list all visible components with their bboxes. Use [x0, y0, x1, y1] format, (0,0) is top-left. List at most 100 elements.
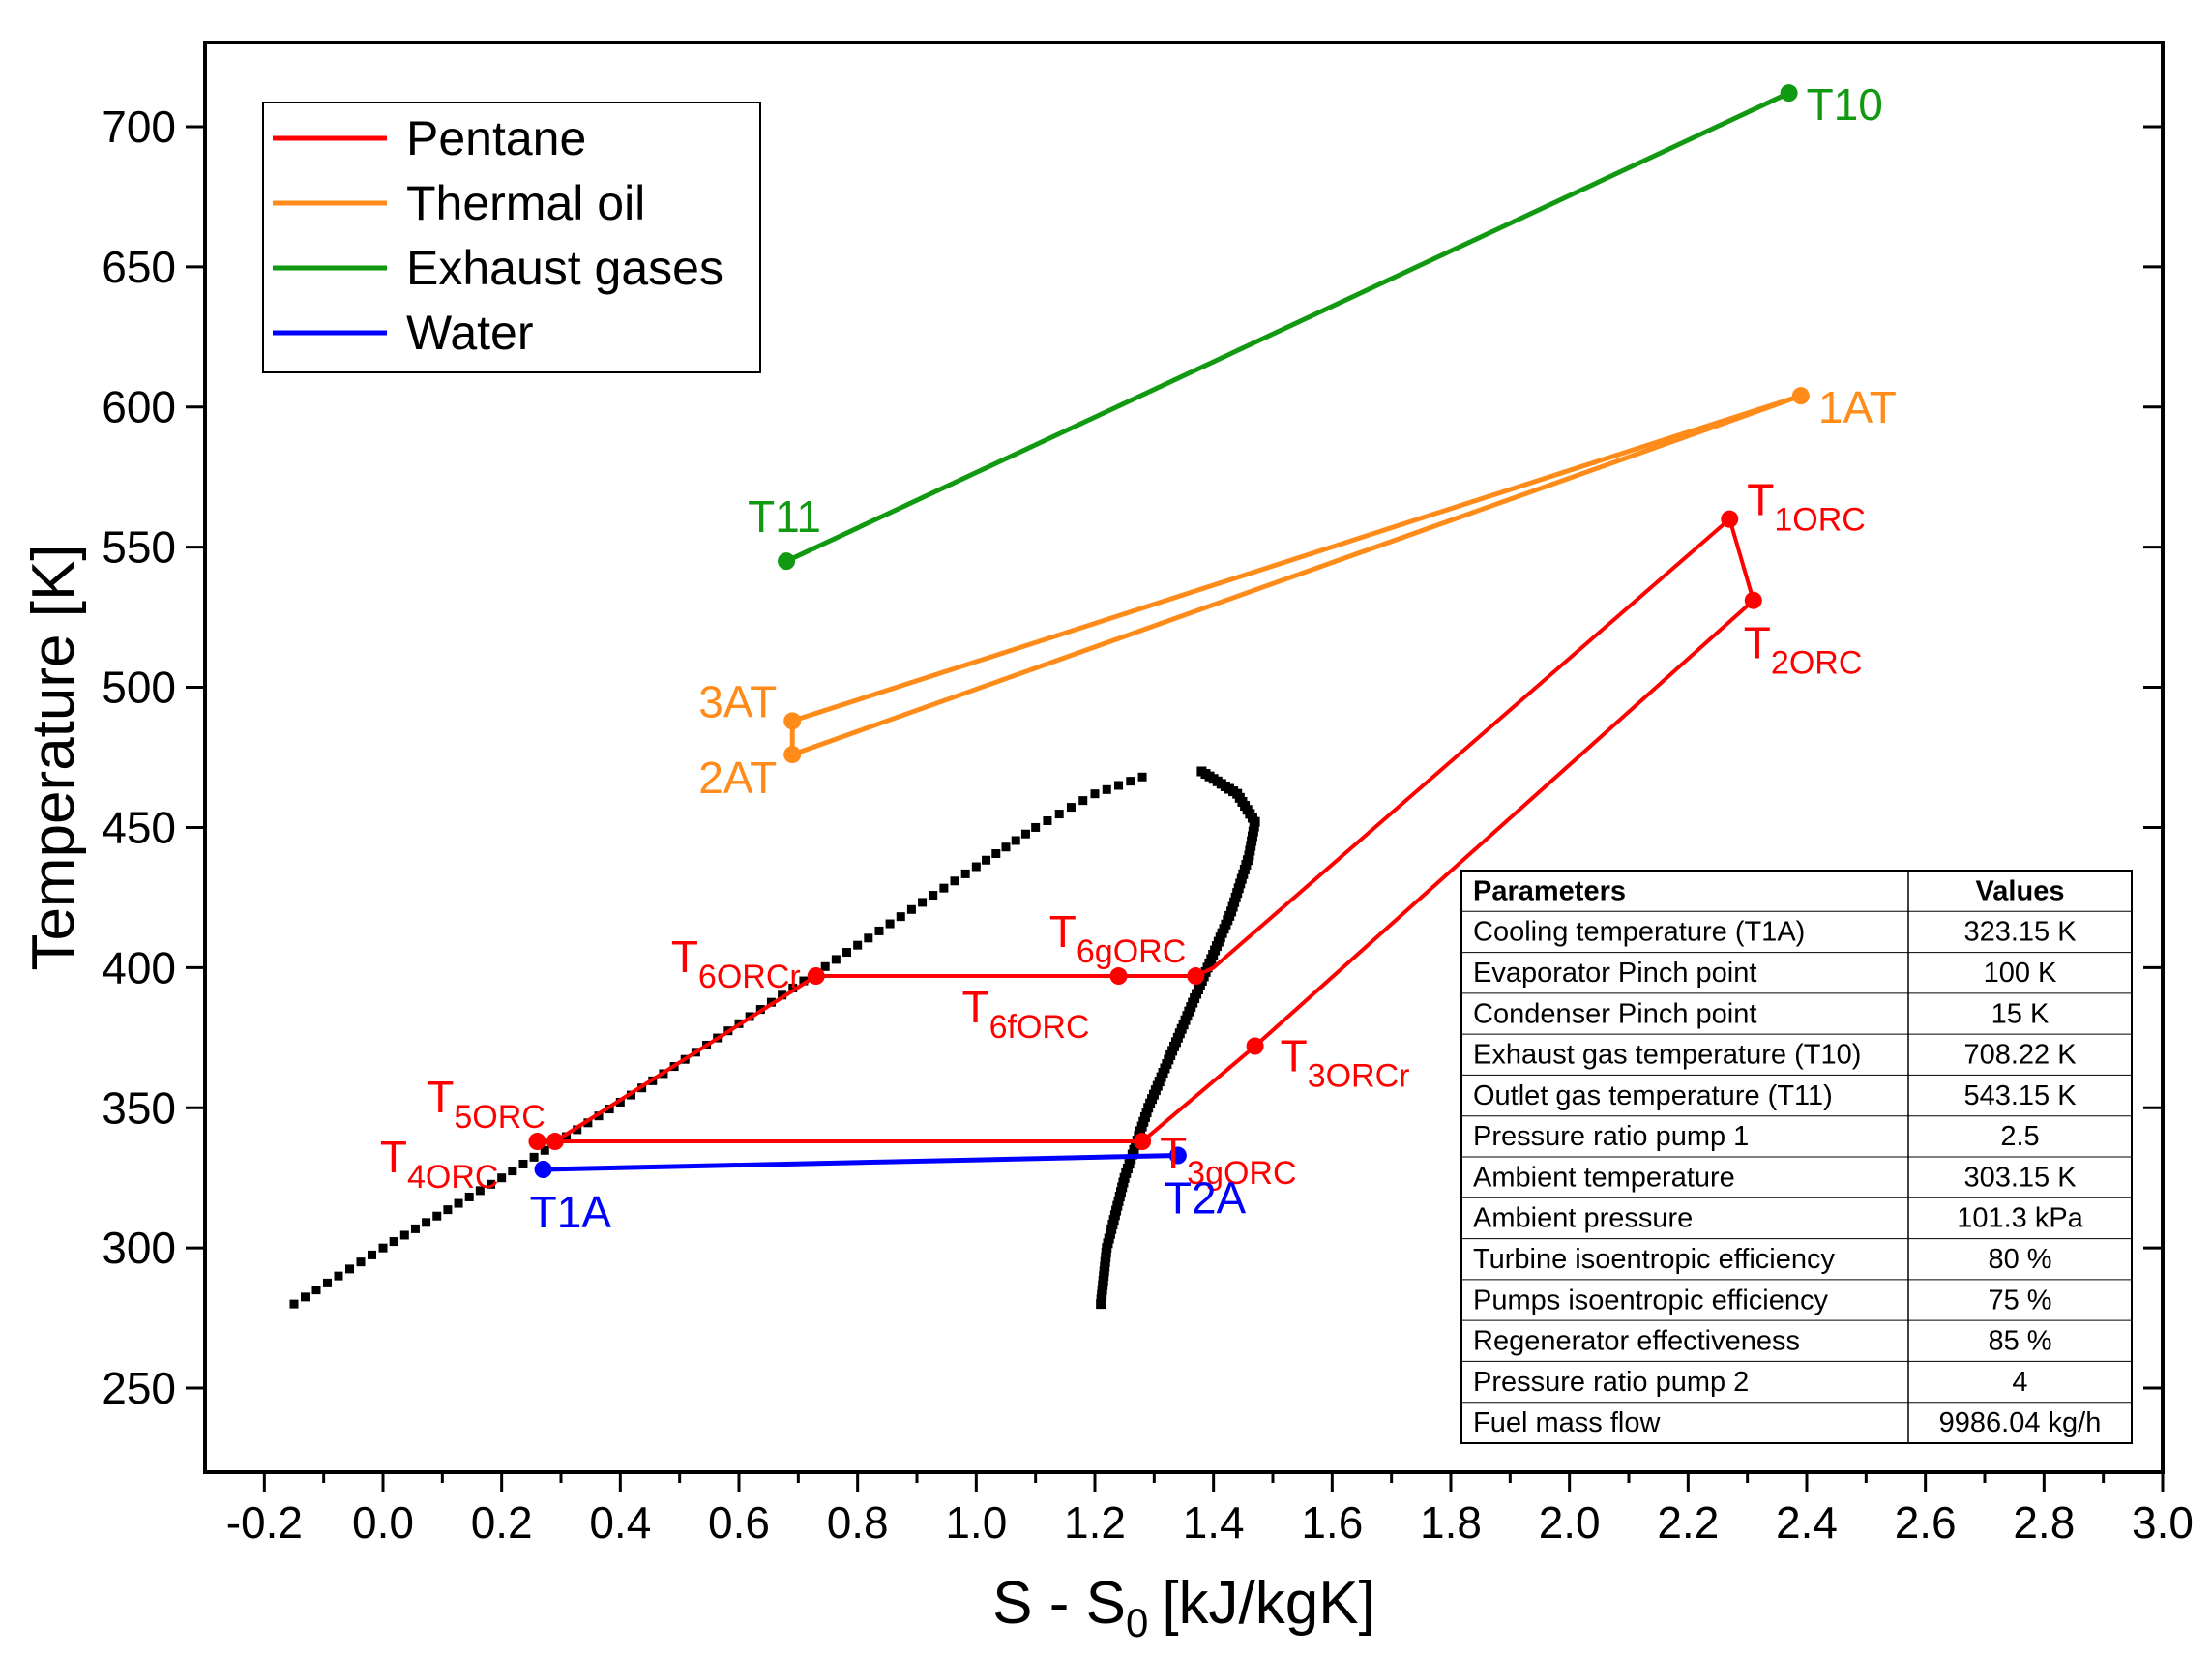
dome-liquid-marker [1066, 803, 1076, 813]
dome-liquid-marker [368, 1250, 376, 1259]
state-point-label: T11 [748, 491, 821, 542]
table-cells: Parameters Values Cooling temperature (T1A… [1473, 875, 2101, 1438]
dome-liquid-marker [508, 1167, 517, 1176]
state-point-t2a [1168, 1146, 1187, 1165]
dome-liquid-marker [842, 948, 852, 958]
x-tick-label: 0.2 [471, 1497, 533, 1548]
state-point-label: T6ORCr [671, 931, 801, 995]
legend-label: Thermal oil [406, 176, 645, 230]
dome-liquid-marker [345, 1264, 354, 1274]
state-point-label-main: T [1744, 618, 1771, 668]
y-tick-label: 550 [102, 522, 176, 573]
x-axis-title-sub: 0 [1126, 1600, 1148, 1645]
state-point-label-main: T [380, 1132, 407, 1182]
state-point-label: T10 [1807, 79, 1883, 130]
dome-liquid-marker [518, 1159, 528, 1168]
state-point-label: T2ORC [1744, 618, 1863, 682]
x-axis-title-main: S - S [992, 1570, 1126, 1637]
state-point-t4orc [528, 1133, 546, 1151]
dome-liquid-marker [950, 876, 959, 886]
dome-liquid-marker [918, 898, 928, 907]
state-point-t5orc [546, 1133, 564, 1151]
x-tick-label: 0.8 [827, 1497, 889, 1548]
state-point-t6orcr [807, 967, 825, 986]
table-cell-parameter: Evaporator Pinch point [1473, 958, 1756, 989]
dome-liquid-marker [929, 891, 938, 901]
legend-entries: Pentane Thermal oil Exhaust gases Water [273, 111, 723, 360]
state-point-label: 3AT [698, 676, 777, 726]
table-cell-value: 100 K [1984, 958, 2057, 989]
state-point-label: T3ORCr [1281, 1030, 1410, 1094]
y-tick-label: 500 [102, 663, 176, 713]
table-cell-parameter: Regenerator effectiveness [1473, 1326, 1800, 1357]
x-tick-label: -0.2 [226, 1497, 303, 1548]
state-point-label-main: T [1281, 1030, 1308, 1080]
x-axis-title: S - S0 [kJ/kgK] [992, 1570, 1375, 1645]
state-point-label-sub: 3ORCr [1308, 1057, 1410, 1094]
state-point-label-sub: 1ORC [1774, 502, 1865, 539]
table-cell-value: 2.5 [2000, 1121, 2039, 1152]
dome-liquid-marker [399, 1230, 409, 1240]
state-point-3at [783, 712, 802, 730]
legend-box [262, 102, 761, 373]
state-point-label-sub: 6ORCr [698, 959, 801, 995]
dome-liquid-marker [788, 983, 798, 992]
state-point-label: 1AT [1818, 382, 1897, 432]
x-tick-label: 1.8 [1420, 1497, 1482, 1548]
state-point-label-main: T [1747, 475, 1774, 525]
dome-liquid-marker [1090, 789, 1100, 799]
dome-liquid-marker [906, 904, 916, 914]
x-tick-label: 0.4 [589, 1497, 651, 1548]
table-cell-parameter: Exhaust gas temperature (T10) [1473, 1040, 1861, 1071]
state-point-label: T6fORC [962, 982, 1090, 1046]
y-tick-label: 450 [102, 802, 176, 852]
dome-liquid-marker [378, 1243, 388, 1253]
table-cell-parameter: Pumps isoentropic efficiency [1473, 1285, 1828, 1315]
state-point-label: T1A [530, 1187, 612, 1237]
dome-liquid-marker [1054, 810, 1064, 819]
state-point-label: T1ORC [1747, 475, 1866, 539]
y-tick-label: 350 [102, 1082, 176, 1133]
state-point-label: T4ORC [380, 1132, 499, 1196]
x-tick-label: 2.4 [1776, 1497, 1838, 1548]
dome-liquid-marker [475, 1186, 485, 1196]
state-point-label-main: T [962, 982, 989, 1032]
table-cell-parameter: Fuel mass flow [1473, 1407, 1661, 1438]
dome-liquid-marker [443, 1205, 453, 1215]
legend-label: Water [406, 306, 534, 360]
dome-liquid-marker [1011, 836, 1020, 845]
y-tick-label: 250 [102, 1363, 176, 1413]
state-point-t1orc [1721, 510, 1739, 528]
state-point-label: 2AT [698, 753, 777, 803]
dome-liquid-marker [1137, 772, 1147, 782]
table-cell-value: 85 % [1988, 1326, 2051, 1357]
dome-vapor-marker [1096, 1299, 1106, 1310]
table-cell-parameter: Pressure ratio pump 2 [1473, 1367, 1749, 1398]
dome-liquid-marker [982, 855, 991, 865]
dome-liquid-marker [497, 1173, 507, 1183]
state-point-t3gorc [1134, 1133, 1152, 1151]
dome-liquid-marker [410, 1224, 420, 1233]
state-point-2at [783, 746, 802, 764]
dome-liquid-marker [389, 1237, 398, 1247]
dome-liquid-marker [991, 848, 1001, 858]
state-point-label-sub: 6fORC [989, 1009, 1090, 1046]
dome-liquid-marker [1114, 781, 1124, 790]
state-point-t10 [1780, 84, 1798, 103]
table-header-values: Values [1976, 875, 2065, 906]
x-tick-label: 1.6 [1301, 1497, 1363, 1548]
legend-label: Exhaust gases [406, 241, 723, 295]
state-point-label-sub: 5ORC [454, 1099, 545, 1136]
dome-liquid-marker [1020, 829, 1030, 839]
state-point-label-main: T10 [1807, 79, 1883, 130]
dome-liquid-marker [778, 990, 787, 1000]
series-line-pentane [537, 517, 1755, 1143]
state-point-label-sub: 2ORC [1771, 645, 1862, 682]
x-tick-label: 2.6 [1895, 1497, 1957, 1548]
x-axis-ticks: -0.2 0.0 0.2 0.4 0.6 0.8 1.0 1.2 1.4 1.6 1.8 2.0 2.2… [226, 1472, 2194, 1548]
dome-liquid-marker [432, 1211, 442, 1221]
x-tick-label: 1.0 [945, 1497, 1007, 1548]
dome-liquid-marker [971, 862, 981, 872]
state-point-t6forc [1109, 967, 1128, 986]
